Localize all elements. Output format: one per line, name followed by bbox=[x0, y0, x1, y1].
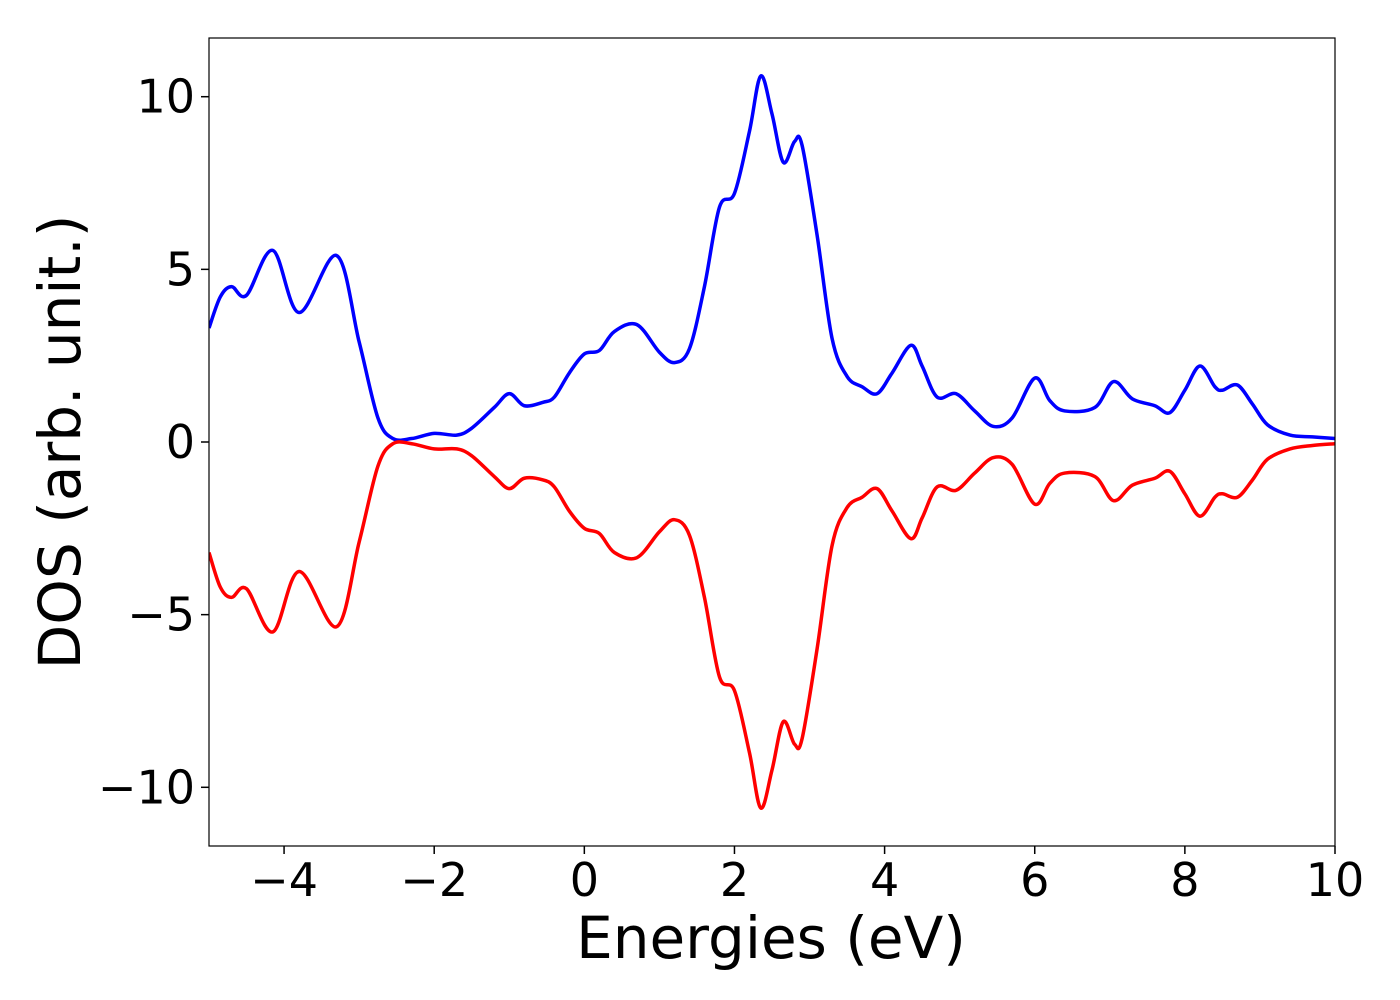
y-axis-label: DOS (arb. unit.) bbox=[26, 215, 94, 670]
y-tick-label: −5 bbox=[127, 588, 195, 642]
x-tick-label: 8 bbox=[1170, 853, 1199, 907]
y-tick-label: 5 bbox=[166, 242, 195, 296]
x-tick-label: 0 bbox=[570, 853, 599, 907]
x-tick-label: 4 bbox=[870, 853, 899, 907]
series-line bbox=[209, 74, 1335, 443]
x-tick-label: 2 bbox=[720, 853, 749, 907]
y-tick-label: −10 bbox=[98, 760, 195, 814]
x-tick-label: 6 bbox=[1020, 853, 1049, 907]
x-axis-label: Energies (eV) bbox=[576, 904, 966, 972]
y-tick-label: 0 bbox=[166, 415, 195, 469]
x-tick-label: −2 bbox=[400, 853, 468, 907]
series-line bbox=[209, 440, 1335, 810]
x-tick-label: −4 bbox=[250, 853, 318, 907]
plot-frame bbox=[208, 37, 1336, 847]
x-tick-label: 10 bbox=[1306, 853, 1365, 907]
y-tick-label: 10 bbox=[136, 70, 195, 124]
